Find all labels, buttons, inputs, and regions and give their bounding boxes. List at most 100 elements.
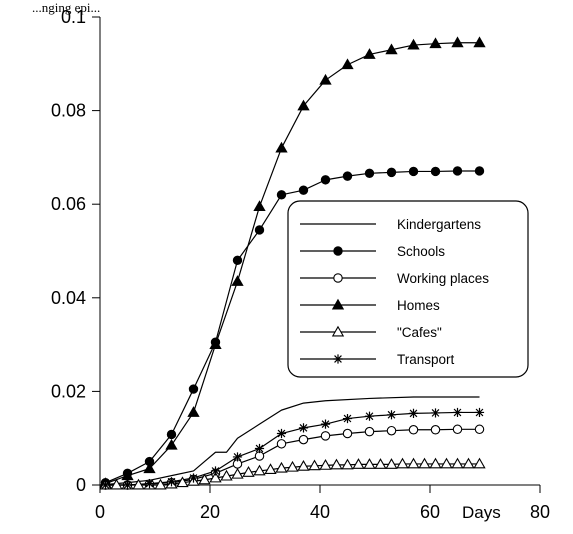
- data-point: [144, 478, 155, 489]
- data-point: [176, 476, 189, 488]
- data-point: [342, 171, 353, 181]
- data-point: [474, 407, 485, 418]
- data-point: [297, 99, 310, 111]
- y-tick-label: 0.06: [51, 194, 86, 214]
- data-point: [264, 463, 277, 475]
- data-point: [385, 458, 398, 469]
- data-point: [319, 459, 332, 470]
- data-point: [342, 413, 353, 424]
- data-point: [308, 459, 321, 471]
- data-point: [396, 457, 409, 469]
- y-tick-label: 0.1: [61, 7, 86, 27]
- data-point: [122, 480, 133, 490]
- data-point: [330, 458, 343, 470]
- y-tick-label: 0.04: [51, 288, 86, 308]
- data-point: [166, 477, 177, 487]
- legend-entry-label: Working places: [397, 271, 489, 286]
- data-point: [209, 338, 222, 350]
- data-point: [452, 424, 463, 435]
- data-point: [430, 166, 441, 177]
- data-point: [429, 37, 442, 49]
- series-line: [99, 396, 480, 486]
- data-point: [451, 36, 464, 48]
- legend-box: [287, 200, 529, 378]
- data-point: [473, 36, 486, 48]
- legend: Kindergartens Schools Working places Homes "…: [287, 200, 529, 378]
- y-tick-label: 0: [76, 475, 86, 495]
- legend-marker: [333, 354, 343, 364]
- x-tick-label: 80: [530, 502, 550, 522]
- x-tick-label: 0: [95, 502, 105, 522]
- data-point: [276, 190, 287, 200]
- x-axis-label: Days: [462, 503, 501, 522]
- data-point: [276, 439, 287, 449]
- data-point: [286, 460, 299, 472]
- data-point: [231, 275, 244, 286]
- x-tick-label: 40: [310, 502, 330, 522]
- data-point: [319, 73, 332, 85]
- data-point: [430, 408, 441, 418]
- data-point: [232, 452, 243, 462]
- data-point: [232, 255, 243, 266]
- data-point: [408, 166, 419, 177]
- data-point: [253, 200, 266, 211]
- data-point: [407, 457, 420, 469]
- axes: [92, 16, 541, 493]
- data-point: [386, 167, 397, 178]
- data-point: [253, 464, 266, 476]
- data-point: [166, 429, 177, 440]
- data-point: [341, 58, 354, 70]
- data-point: [462, 457, 475, 469]
- data-point: [154, 478, 167, 490]
- data-point: [209, 471, 222, 483]
- data-point: [276, 428, 287, 439]
- data-point: [210, 466, 221, 476]
- legend-marker: [331, 325, 345, 337]
- data-point: [297, 459, 310, 471]
- x-tick-label: 20: [200, 502, 220, 522]
- data-point: [473, 457, 486, 469]
- data-point: [408, 425, 419, 435]
- data-point: [474, 424, 485, 435]
- data-point: [298, 185, 309, 195]
- data-point: [110, 478, 123, 490]
- data-point: [198, 473, 211, 485]
- data-point: [474, 166, 485, 176]
- legend-marker: [331, 298, 345, 310]
- data-point: [320, 175, 331, 185]
- data-point: [100, 480, 111, 490]
- data-point: [298, 434, 309, 445]
- legend-entry-label: Kindergartens: [397, 217, 481, 232]
- x-tick-label: 60: [420, 502, 440, 522]
- legend-entry-label: Schools: [397, 244, 445, 259]
- data-point: [254, 225, 265, 235]
- data-point: [374, 458, 387, 469]
- data-point: [143, 462, 156, 474]
- data-point: [364, 411, 375, 421]
- y-tick-label: 0.02: [51, 381, 86, 401]
- data-point: [231, 467, 244, 479]
- series-markers: [99, 36, 486, 490]
- series-line: [105, 411, 480, 486]
- data-point: [341, 458, 354, 470]
- data-point: [429, 457, 442, 469]
- data-point: [352, 458, 365, 469]
- data-point: [363, 458, 376, 469]
- data-point: [418, 457, 431, 469]
- data-point: [430, 425, 441, 435]
- data-point: [364, 426, 375, 437]
- data-point: [165, 438, 178, 450]
- top-caption: ...nging epi...: [32, 0, 100, 15]
- data-point: [440, 457, 453, 469]
- data-point: [451, 457, 464, 469]
- data-point: [452, 407, 463, 418]
- data-point: [298, 423, 309, 433]
- legend-entry-label: Transport: [397, 352, 455, 367]
- legend-entry-label: "Cafes": [397, 325, 442, 340]
- data-point: [452, 166, 463, 176]
- data-point: [407, 38, 420, 50]
- data-point: [408, 408, 419, 418]
- data-point: [386, 425, 397, 436]
- data-point: [242, 466, 255, 477]
- data-point: [187, 406, 200, 417]
